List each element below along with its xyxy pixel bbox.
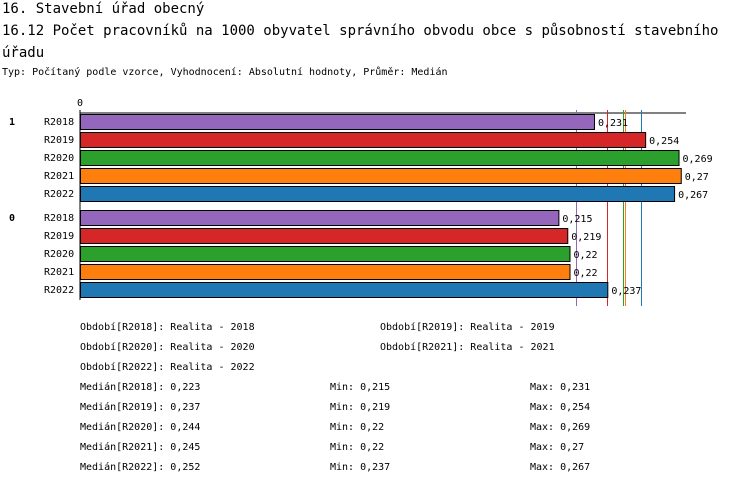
bar-g0-r2018 (80, 210, 560, 226)
legend-max-r2021: Max: 0,27 (530, 442, 585, 453)
category-label-r2020: R2020 (44, 249, 74, 260)
bar-g1-r2019 (80, 132, 647, 148)
category-label-r2020: R2020 (44, 153, 74, 164)
bar-g0-r2019 (80, 228, 569, 244)
legend-max-r2022: Max: 0,267 (530, 462, 591, 473)
bar-chart: 0 1 R2018 0,231 R2019 0,254 R2020 0,269 R2021 0,2… (9, 98, 713, 306)
section-title: 16. Stavební úřad obecný (2, 1, 205, 17)
legend-min-r2020: Min: 0,22 (330, 422, 385, 433)
data-label-g0-r2019: 0,219 (571, 232, 601, 243)
data-label-g0-r2018: 0,215 (562, 214, 592, 225)
data-label-g0-r2022: 0,237 (611, 286, 641, 297)
category-label-r2022: R2022 (44, 285, 74, 296)
bar-g1-r2022 (80, 186, 676, 202)
bar-g1-r2018 (80, 114, 595, 130)
legend-median-r2019: Medián[R2019]: 0,237 (80, 402, 201, 413)
legend-period-r2022: Období[R2022]: Realita - 2022 (80, 362, 255, 373)
bar-g1-r2021 (80, 168, 682, 184)
data-label-g1-r2020: 0,269 (683, 154, 713, 165)
data-label-g1-r2019: 0,254 (649, 136, 679, 147)
legend-min-r2018: Min: 0,215 (330, 382, 391, 393)
legend-max-r2018: Max: 0,231 (530, 382, 591, 393)
legend-min-r2021: Min: 0,22 (330, 442, 385, 453)
category-label-r2018: R2018 (44, 117, 74, 128)
data-label-g1-r2018: 0,231 (598, 118, 628, 129)
category-label-r2021: R2021 (44, 267, 74, 278)
axis-zero-label: 0 (77, 98, 83, 109)
category-label-r2022: R2022 (44, 189, 74, 200)
data-label-g0-r2021: 0,22 (574, 268, 598, 279)
category-label-r2019: R2019 (44, 135, 74, 146)
data-label-g0-r2020: 0,22 (574, 250, 598, 261)
legend-period-r2019: Období[R2019]: Realita - 2019 (380, 322, 555, 333)
legend-period-r2018: Období[R2018]: Realita - 2018 (80, 322, 255, 333)
indicator-title: 16.12 Počet pracovníků na 1000 obyvatel … (2, 23, 719, 61)
legend-min-r2019: Min: 0,219 (330, 402, 391, 413)
bar-g1-r2020 (80, 150, 680, 166)
category-label-r2018: R2018 (44, 213, 74, 224)
data-label-g1-r2022: 0,267 (678, 190, 708, 201)
category-label-r2019: R2019 (44, 231, 74, 242)
category-label-r2021: R2021 (44, 171, 74, 182)
legend-max-r2020: Max: 0,269 (530, 422, 591, 433)
group-label-1: 1 (9, 117, 15, 128)
legend-max-r2019: Max: 0,254 (530, 402, 591, 413)
bar-g0-r2022 (80, 282, 609, 298)
legend-median-r2022: Medián[R2022]: 0,252 (80, 462, 201, 473)
bar-g0-r2021 (80, 264, 571, 280)
group-label-0: 0 (9, 213, 15, 224)
type-description: Typ: Počítaný podle vzorce, Vyhodnocení:… (2, 67, 448, 78)
legend-median-r2020: Medián[R2020]: 0,244 (80, 422, 201, 433)
legend-period-r2021: Období[R2021]: Realita - 2021 (380, 342, 555, 353)
legend-median-r2018: Medián[R2018]: 0,223 (80, 382, 201, 393)
data-label-g1-r2021: 0,27 (685, 172, 709, 183)
legend-median-r2021: Medián[R2021]: 0,245 (80, 442, 201, 453)
legend-period-r2020: Období[R2020]: Realita - 2020 (80, 342, 255, 353)
bar-g0-r2020 (80, 246, 571, 262)
legend-min-r2022: Min: 0,237 (330, 462, 391, 473)
